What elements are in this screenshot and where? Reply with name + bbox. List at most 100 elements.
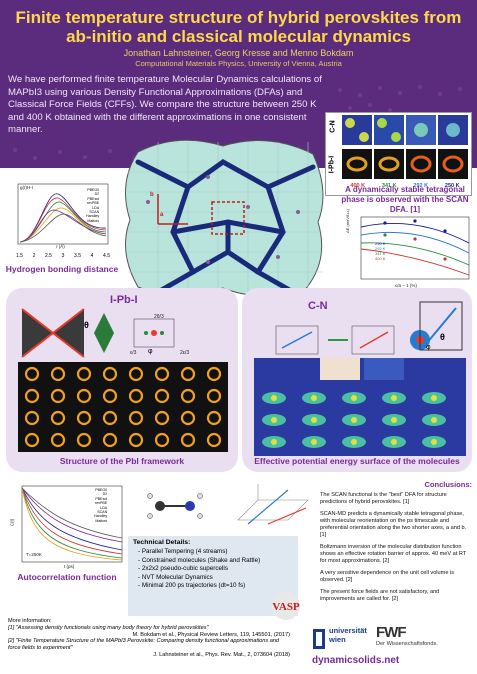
conclusion-item: Boltzmann inversion of the molecular dis… [320,544,467,564]
conclusions-title: Conclusions: [424,480,472,489]
legend-entry: LDA [92,205,100,210]
univie-name: universität [329,626,367,635]
conclusion-item: The SCAN functional is the "best" DFA fo… [320,492,447,505]
legend-entry: D2 [102,492,108,497]
vasp-logo: VASP [260,588,312,624]
cn-caption: Effective potential energy surface of th… [254,456,460,466]
central-structure-figure [125,139,324,297]
conclusions-section: Conclusions: The SCAN functional is the … [320,480,472,603]
legend-entry: 400 K [375,256,386,261]
tetragonal-ylabel: ΔE (meV/f.u.) [345,208,350,233]
vasp-logo-graphic: VASP [272,592,300,620]
temp-label: 341 K [381,183,397,189]
temp-label: 250 K [444,183,460,189]
legend-entry: Mattoni [95,518,108,523]
technical-item-text: NVT Molecular Dynamics [141,573,213,581]
technical-item: - Constrained molecules (Shake and Rattl… [138,556,261,564]
legend-entry: PBEsol [95,496,108,501]
axis-label-b: b [150,192,154,198]
legend-entry: Mattoni [87,218,100,223]
technical-list: - Parallel Tempering (4 streams) - Const… [138,548,298,591]
legend-entry: SCAN [97,510,108,515]
references: More information: [1] "Assessing density… [8,618,290,659]
technical-item-text: Constrained molecules (Shake and Rattle) [141,556,261,564]
tick-label: 4.5 [103,253,110,259]
hbond-xlabel: r (Å) [56,244,65,249]
autocorr-legend: PBEG0 D2 PBEsol revPBE LDA SCAN Handley Matt… [94,488,107,523]
temp-label: 292 K [413,183,429,189]
tetragonal-caption: A dynamically stable tetragonal phase is… [341,185,469,214]
autocorr-xlabel: t (ps) [64,564,75,569]
technical-item-text: Parallel Tempering (4 streams) [141,548,228,555]
reference-1-title: [1] "Assessing density functionals using… [8,624,209,631]
temperature-labels: 400 K 341 K 292 K 250 K [342,183,468,189]
molecule-sketch [147,493,203,519]
references-heading: More information: [8,618,52,624]
legend-entry: 292 K [375,246,386,251]
tetragonal-xlabel: c/a − 1 (%) [395,283,417,288]
tick-label: 4 [90,253,94,259]
conclusion-item: The present force fields are not satisfa… [320,589,440,602]
conclusion-item: A very sensitive dependence on the unit … [320,570,455,583]
technical-item: - 2x2x2 pseudo-cubic supercells [138,565,228,572]
cn-row-label: C-N [329,120,337,133]
legend-entry: LDA [100,505,108,510]
hbond-legend: PBEG0 D2 PBEsol revPBE LDA SCAN Handley Matt… [86,188,99,223]
autocorr-plot-svg [21,485,123,563]
reference-2-source: J. Lahnsteiner et al., Phys. Rev. Mat., … [153,651,290,658]
ipbi-label: 2θ/3 [154,314,164,320]
reference-1-source: M. Bokdam et al., Physical Review Letter… [132,631,290,638]
legend-entry: Handley [94,514,108,519]
technical-item: - Parallel Tempering (4 streams) [138,548,228,555]
hbond-xticks: 1.5 2 2.5 3 3.5 4 4.5 [16,253,110,259]
hbond-ylabel: g(r)H-I [20,185,33,190]
poster-title: Finite temperature structure of hybrid p… [15,8,462,46]
hbond-caption: Hydrogen bonding distance [5,264,119,274]
abstract: We have performed finite temperature Mol… [8,74,322,136]
tetragonal-legend: 250 K 292 K 341 K 400 K [375,241,385,261]
ipbi-theta: θ [84,320,89,330]
cn-cage-figure [419,301,463,351]
technical-item: - NVT Molecular Dynamics [138,573,213,581]
ipbi-title: I-Pb-I [110,294,138,306]
affiliation: Computational Materials Physics, Univers… [135,59,342,68]
legend-entry: PBEsol [87,196,100,201]
univie-text: universität wien [329,626,367,644]
cn-phi: φ [426,344,431,351]
autocorr-ylabel: C(t) [9,518,15,527]
tick-label: 1.5 [16,253,23,259]
autocorr-caption: Autocorrelation function [17,572,117,582]
tick-label: 2 [32,253,36,259]
technical-title: Technical Details: [133,539,191,546]
tetragonal-plot: ΔE (meV/f.u.) c/a − 1 (%) 250 K 292 K 34… [345,209,473,293]
legend-entry: revPBE [87,201,100,206]
website-link[interactable]: dynamicsolids.net [312,655,400,666]
ipbi-label: ε/3 [130,350,137,356]
ipbi-label: 2ε/3 [180,350,190,356]
legend-entry: 250 K [375,241,386,246]
tetragonal-plot-svg [360,216,470,280]
legend-entry: PBEG0 [87,188,100,192]
legend-entry: revPBE [95,501,108,506]
authors: Jonathan Lahnsteiner, Georg Kresse and M… [123,48,354,58]
ipbi-caption: Structure of the PbI framework [59,456,185,466]
cn-energy-surface-grid [254,358,466,456]
supercell-sketch [237,484,309,525]
axis-label-a: a [160,212,164,218]
legend-entry: SCAN [89,210,100,215]
legend-entry: PBEG0 [95,488,108,492]
autocorr-plot: C(t) t (ps) T=250K PBEG0 D2 PBEsol revPBE … [8,480,126,572]
technical-item-text: Minimal 200 ps trajectories (dt=10 fs) [141,582,246,589]
univie-emblem [313,629,325,649]
orientation-heatmaps [342,115,468,179]
tick-label: 3 [61,253,65,259]
fwf-logo: FWF Der Wissenschaftsfonds. [376,624,472,647]
cn-title: C-N [308,300,328,312]
legend-entry: Handley [86,214,100,219]
tick-label: 3.5 [74,253,81,259]
vasp-logo-text: VASP [272,601,300,613]
temp-label: 400 K [350,183,366,189]
fwf-mark: FWF [376,624,406,641]
fwf-subtitle: Der Wissenschaftsfonds. [376,641,438,647]
technical-box: Technical Details: - Parallel Tempering … [128,536,298,616]
